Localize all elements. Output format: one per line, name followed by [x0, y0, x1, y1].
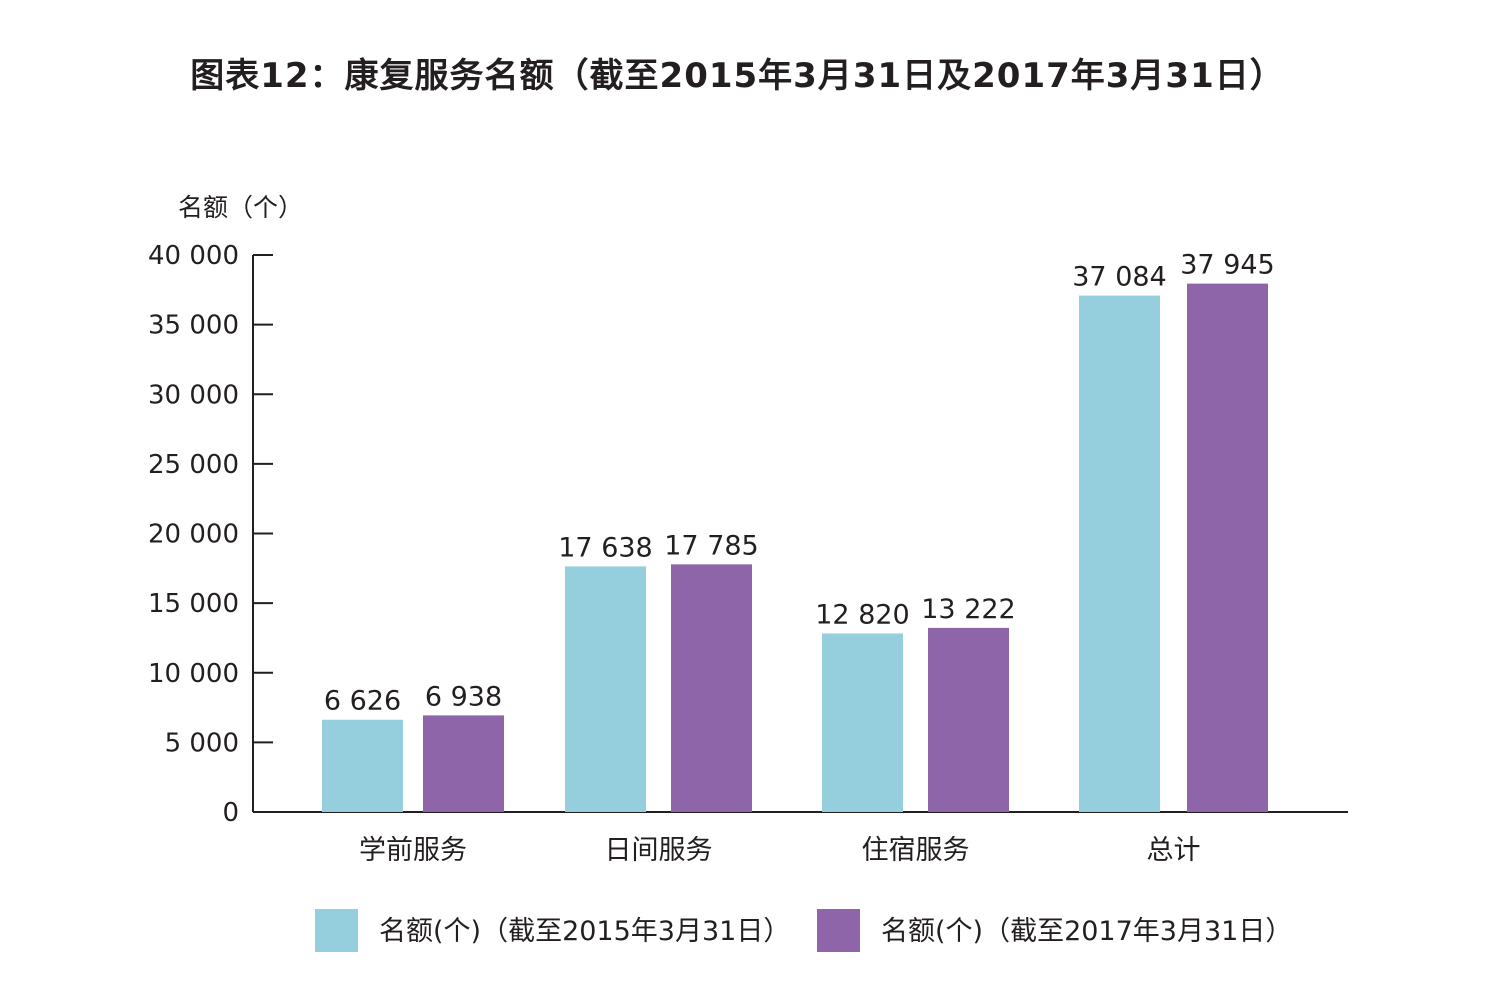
y-tick-label: 10 000: [148, 659, 239, 689]
data-label: 37 945: [1180, 250, 1274, 281]
y-tick-label: 5 000: [165, 728, 239, 758]
data-label: 37 084: [1072, 262, 1166, 293]
legend-label: 名额(个)（截至2017年3月31日）: [881, 916, 1292, 947]
bar-2015: [822, 633, 903, 812]
y-tick-label: 40 000: [148, 241, 239, 271]
category-label: 学前服务: [359, 835, 467, 866]
data-label: 12 820: [815, 599, 909, 630]
y-tick-label: 35 000: [148, 311, 239, 341]
data-label: 6 938: [425, 681, 502, 712]
bar-2017: [928, 627, 1009, 812]
y-tick-label: 30 000: [148, 380, 239, 410]
y-tick-label: 0: [222, 798, 239, 828]
bar-2015: [565, 566, 646, 812]
bar-2015: [322, 719, 403, 812]
y-tick-label: 15 000: [148, 589, 239, 619]
chart-title: 图表12：康复服务名额（截至2015年3月31日及2017年3月31日）: [190, 56, 1285, 96]
data-label: 17 785: [664, 530, 758, 561]
legend-swatch: [817, 909, 860, 952]
y-tick-label: 25 000: [148, 450, 239, 480]
bar-2017: [423, 715, 504, 812]
bar-2017: [1187, 283, 1268, 813]
bar-2015: [1079, 295, 1160, 812]
data-label: 17 638: [558, 532, 652, 563]
data-label: 6 626: [324, 686, 401, 717]
category-label: 日间服务: [605, 835, 713, 866]
category-label: 总计: [1147, 835, 1201, 866]
y-axis-label: 名额（个）: [178, 193, 303, 222]
data-label: 13 222: [921, 594, 1015, 625]
legend-label: 名额(个)（截至2015年3月31日）: [379, 916, 790, 947]
bar-2017: [671, 564, 752, 812]
y-tick-label: 20 000: [148, 520, 239, 550]
category-label: 住宿服务: [862, 835, 970, 866]
legend-swatch: [315, 909, 358, 952]
